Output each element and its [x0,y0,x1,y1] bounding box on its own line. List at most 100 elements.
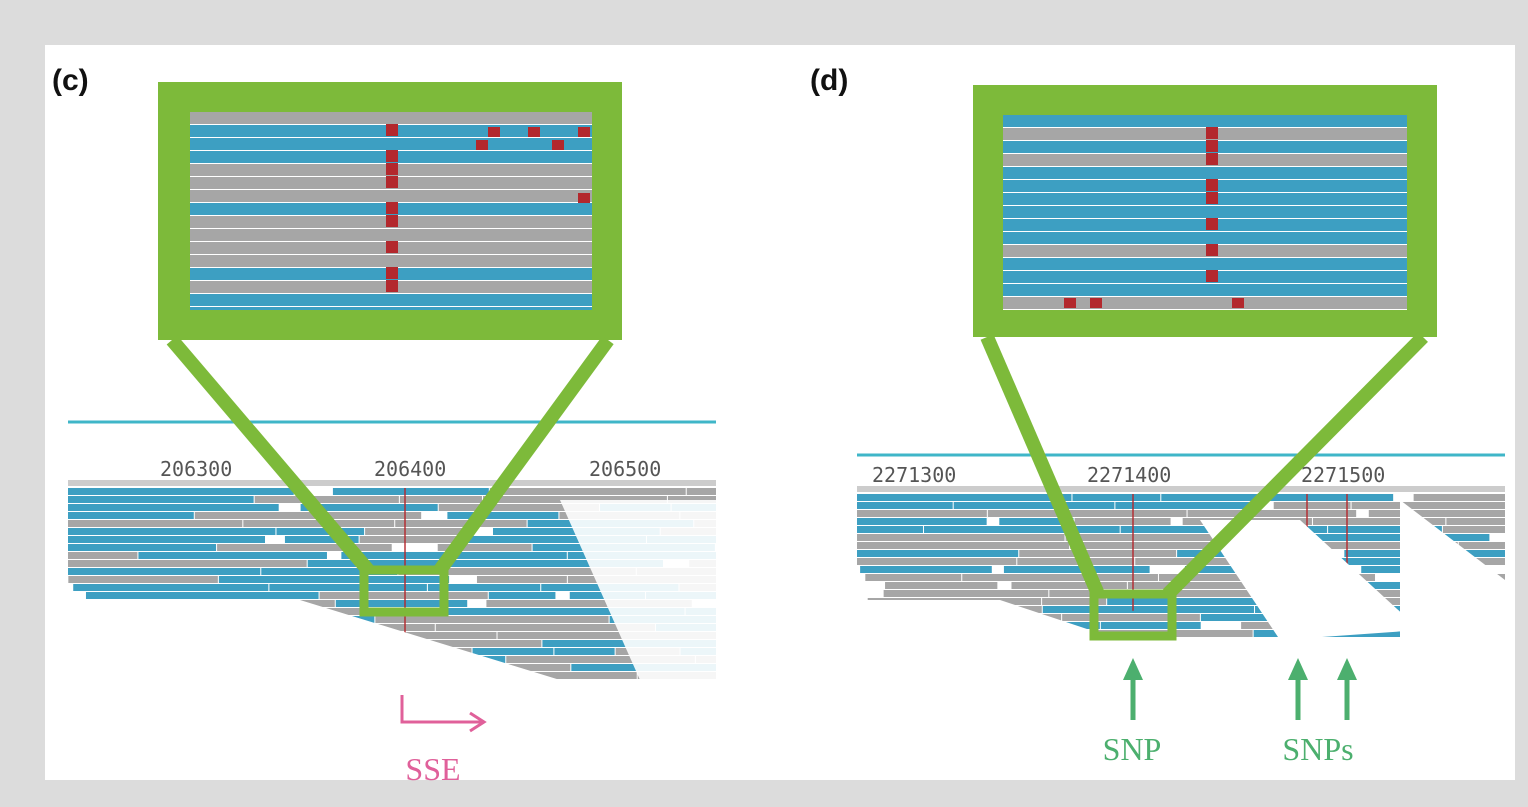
read [195,512,421,519]
zoom-variant [1064,298,1076,308]
zoom-read [1003,219,1407,231]
read [1161,494,1393,501]
read [885,582,997,589]
read [954,502,1115,509]
read [68,488,294,495]
read [857,550,1018,557]
zoom-variant [1206,153,1218,165]
read [333,488,489,495]
zoom-variant [386,267,398,279]
zoom-variant [1232,298,1244,308]
read [490,488,686,495]
read [1004,566,1150,573]
read [365,528,465,535]
read [68,512,194,519]
read [1459,542,1505,549]
read [86,592,319,599]
zoom-read [190,229,592,241]
read [1414,494,1505,501]
read [988,510,1187,517]
zoom-variant [386,176,398,188]
read [1019,550,1176,557]
read [68,568,260,575]
read [276,528,364,535]
zoom-variant [386,280,398,292]
read [1101,622,1201,629]
zoom-read [1003,297,1407,309]
zoom-variant [386,202,398,214]
zoom-variant [476,140,488,150]
read [1070,542,1214,549]
zoom-variant [1206,270,1218,282]
zoom-variant [386,215,398,227]
annotation: SNP [1103,731,1162,767]
zoom-variant [1090,298,1102,308]
read [68,536,265,543]
read [473,648,554,655]
zoom-read [190,190,592,202]
read [138,552,327,559]
read [857,518,987,525]
panel-label: (d) [810,64,848,97]
zoom-variant [1206,192,1218,204]
annotation: SNPs [1282,731,1353,767]
zoom-read [1003,128,1407,140]
read [68,544,216,551]
read [73,584,268,591]
zoom-read [190,112,592,124]
zoom-read [190,255,592,267]
read [1369,510,1505,517]
ruler-tick-label: 2271300 [872,463,956,487]
ruler-tick-label: 206300 [160,457,232,481]
read [1443,526,1505,533]
zoom-variant [1206,244,1218,256]
zoom-variant [488,127,500,137]
zoom-variant [1206,179,1218,191]
read [320,592,488,599]
zoom-read [1003,271,1407,283]
read [400,496,482,503]
panel-label: (c) [52,64,89,97]
read [269,584,427,591]
read [857,494,1071,501]
zoom-variant [386,241,398,253]
read [1043,606,1254,613]
read [857,526,923,533]
zoom-read [190,307,592,310]
zoom-read [1003,154,1407,166]
read [219,576,449,583]
zoom-read [1003,115,1407,127]
read [924,526,1120,533]
read [68,504,279,511]
read [1011,582,1126,589]
zoom-variant [386,150,398,162]
read [857,534,1065,541]
read [857,510,987,517]
read [68,576,218,583]
zoom-read [1003,232,1407,244]
zoom-read [1003,258,1407,270]
read [447,512,558,519]
read [857,558,1016,565]
ruler-tick-label: 2271500 [1301,463,1385,487]
read [489,592,556,599]
zoom-read [1003,206,1407,218]
figure: (c) (d) 206300 206400 206500 2271300 227… [0,0,1528,807]
read [1188,510,1357,517]
zoom-variant [386,124,398,136]
zoom-read [190,138,592,150]
page: (c) (d) 206300 206400 206500 2271300 227… [0,0,1528,807]
zoom-read [1003,141,1407,153]
read [360,536,462,543]
read [857,502,953,509]
read [68,528,275,535]
ruler-tick-label: 2271400 [1087,463,1171,487]
read [860,566,992,573]
read [962,574,1158,581]
zoom-variant [1206,218,1218,230]
zoom-variant [386,163,398,175]
read [1072,494,1160,501]
read [68,520,242,527]
read [1301,534,1489,541]
read [884,590,1049,597]
